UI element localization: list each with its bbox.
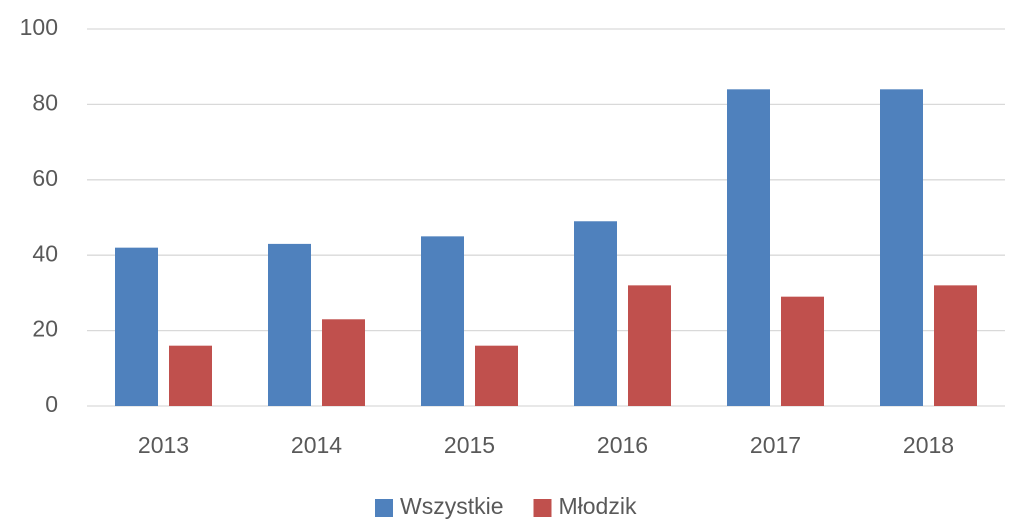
- bar: [934, 285, 977, 406]
- legend-swatch: [533, 499, 552, 517]
- bar: [628, 285, 671, 406]
- bar: [727, 89, 770, 406]
- x-tick-label: 2018: [903, 432, 954, 458]
- bar: [574, 221, 617, 406]
- y-tick-label: 80: [32, 89, 58, 115]
- x-tick-label: 2016: [597, 432, 648, 458]
- y-tick-label: 40: [32, 240, 58, 266]
- x-tick-label: 2017: [750, 432, 801, 458]
- bar: [880, 89, 923, 406]
- y-tick-label: 100: [20, 14, 58, 40]
- y-tick-label: 0: [45, 391, 58, 417]
- bar: [322, 319, 365, 406]
- y-tick-label: 60: [32, 165, 58, 191]
- x-tick-label: 2014: [291, 432, 342, 458]
- x-tick-label: 2015: [444, 432, 495, 458]
- bar: [475, 345, 518, 406]
- bar: [115, 247, 158, 406]
- bar: [169, 345, 212, 406]
- legend-label: Wszystkie: [400, 493, 504, 519]
- bar: [781, 296, 824, 406]
- y-tick-label: 20: [32, 316, 58, 342]
- x-tick-label: 2013: [138, 432, 189, 458]
- legend-label: Młodzik: [559, 493, 637, 519]
- bar: [268, 243, 311, 406]
- legend-swatch: [375, 499, 393, 517]
- bar: [421, 236, 464, 406]
